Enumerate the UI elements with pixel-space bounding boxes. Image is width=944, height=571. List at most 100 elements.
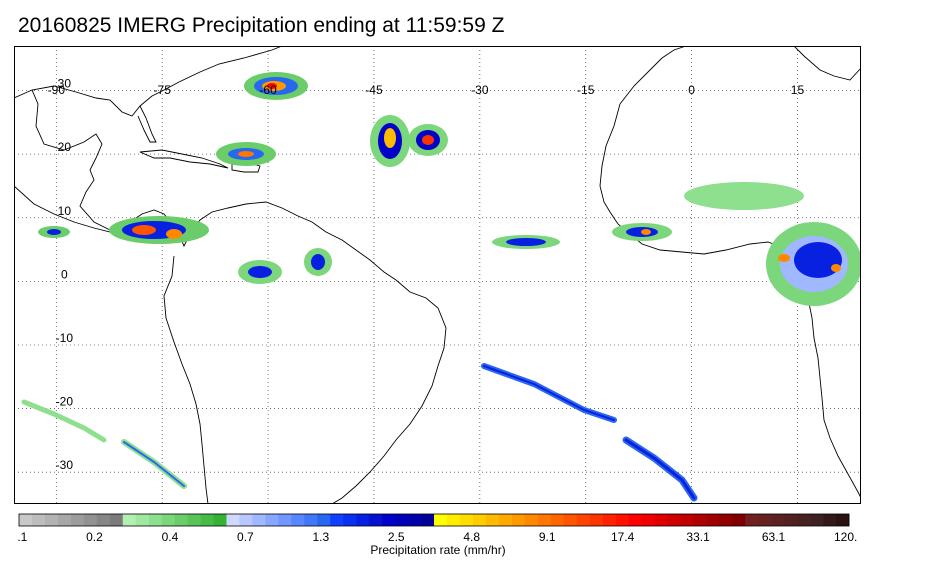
colorbar-swatch: [226, 514, 240, 526]
colorbar-swatch: [719, 514, 733, 526]
colorbar-swatch: [343, 514, 357, 526]
map-title: 20160825 IMERG Precipitation ending at 1…: [18, 14, 505, 37]
map-frame: [14, 46, 861, 504]
colorbar-swatch: [317, 514, 331, 526]
colorbar-swatch: [797, 514, 811, 526]
colorbar: 0.1 0.2 0.4 0.7 1.3 2.5 4.8 9.1 17.4 33.1 63.1 120.…: [18, 513, 858, 557]
precip-west-africa: [684, 182, 861, 306]
colorbar-tick-label: 17.4: [611, 530, 635, 544]
precip-cell-hurricane: [370, 115, 448, 167]
colorbar-tick-label: 4.8: [463, 530, 480, 544]
colorbar-tick-label: 0.1: [18, 530, 28, 544]
colorbar-tick-labels: 0.1 0.2 0.4 0.7 1.3 2.5 4.8 9.1 17.4 33.1 63.1 120.…: [18, 530, 858, 544]
colorbar-swatch: [57, 514, 72, 526]
colorbar-swatch: [680, 514, 694, 526]
colorbar-swatch: [511, 514, 526, 526]
colorbar-swatch: [615, 514, 629, 526]
colorbar-swatches: [18, 513, 850, 527]
colorbar-tick-label: 63.1: [762, 530, 786, 544]
coastline-africa-west: [599, 103, 861, 499]
precip-cell-venezuela: [238, 248, 332, 284]
colorbar-swatch: [771, 514, 785, 526]
latitude-labels: 30 20 10 0 -10 -20 -30: [56, 77, 74, 473]
precip-south-atlantic-band: [481, 363, 698, 502]
colorbar-tick-label: 2.5: [388, 530, 405, 544]
coastlines: [14, 46, 861, 504]
colorbar-swatch: [693, 514, 707, 526]
precip-pacific-south: [21, 399, 187, 489]
colorbar-swatch: [408, 514, 422, 526]
colorbar-swatch: [550, 514, 564, 526]
colorbar-frame: [18, 513, 850, 527]
colorbar-swatch: [667, 514, 681, 526]
colorbar-swatch: [252, 514, 266, 526]
colorbar-swatch: [148, 514, 162, 526]
colorbar-swatch: [44, 514, 59, 526]
precip-cell-caribbean-north: [244, 72, 308, 100]
colorbar-tick-label: 33.1: [686, 530, 710, 544]
longitude-label: 0: [688, 83, 695, 97]
colorbar-tick-label: 0.2: [86, 530, 103, 544]
map-background: [14, 46, 861, 504]
colorbar-swatch: [135, 514, 149, 526]
colorbar-swatch: [265, 514, 279, 526]
colorbar-swatch: [459, 514, 474, 526]
precip-itcz-atlantic: [492, 223, 672, 249]
colorbar-swatch: [823, 514, 837, 526]
colorbar-swatch: [161, 514, 175, 526]
longitude-label: -75: [154, 83, 172, 97]
colorbar-swatch: [472, 514, 487, 526]
colorbar-swatch: [96, 514, 111, 526]
colorbar-swatch: [810, 514, 824, 526]
colorbar-swatch: [122, 514, 137, 526]
latitude-label: -10: [56, 331, 74, 345]
colorbar-swatch: [19, 514, 33, 526]
colorbar-swatch: [70, 514, 85, 526]
precipitation-field: [21, 72, 861, 502]
colorbar-swatch: [641, 514, 655, 526]
latitude-label: 30: [58, 77, 72, 91]
latitude-label: 10: [58, 204, 72, 218]
colorbar-swatch: [576, 514, 590, 526]
coastline-yucatan: [31, 89, 111, 231]
colorbar-swatch: [537, 514, 552, 526]
colorbar-swatch: [304, 514, 318, 526]
colorbar-swatch: [836, 514, 850, 526]
colorbar-swatch: [291, 514, 305, 526]
colorbar-swatch: [187, 514, 201, 526]
colorbar-swatch: [563, 514, 577, 526]
colorbar-swatch: [109, 514, 124, 526]
colorbar-tick-label: 0.7: [237, 530, 254, 544]
colorbar-swatch: [382, 514, 396, 526]
longitude-label: 15: [791, 83, 805, 97]
colorbar-swatch: [200, 514, 214, 526]
colorbar-swatch: [446, 514, 461, 526]
colorbar-swatch: [278, 514, 292, 526]
colorbar-swatch: [369, 514, 383, 526]
longitude-label: -15: [577, 83, 595, 97]
colorbar-swatch: [602, 514, 616, 526]
coastline-south-america-east: [331, 279, 447, 504]
colorbar-swatch: [330, 514, 344, 526]
colorbar-swatch: [498, 514, 513, 526]
colorbar-swatch: [356, 514, 370, 526]
colorbar-swatch: [706, 514, 720, 526]
longitude-labels: -90 -75 -60 -45 -30 -15 0 15: [48, 83, 805, 97]
latitude-label: 0: [61, 267, 68, 281]
precipitation-map: -90 -75 -60 -45 -30 -15 0 15 30 20 10 0 -10 -20 -30: [14, 46, 861, 504]
precip-cell-hispaniola: [216, 142, 276, 166]
coastline-africa-north: [619, 46, 687, 105]
coastline-florida: [137, 105, 157, 143]
colorbar-swatch: [589, 514, 603, 526]
colorbar-swatch: [732, 514, 746, 526]
longitude-label: -30: [471, 83, 489, 97]
colorbar-swatch: [83, 514, 98, 526]
colorbar-swatch: [485, 514, 500, 526]
coastline-south-america-west: [163, 255, 209, 504]
colorbar-swatch: [628, 514, 642, 526]
colorbar-swatch: [654, 514, 668, 526]
colorbar-swatch: [758, 514, 772, 526]
latitude-label: -30: [56, 458, 74, 472]
colorbar-tick-label: 120.2: [834, 530, 858, 544]
coastline-cuba: [139, 149, 229, 169]
